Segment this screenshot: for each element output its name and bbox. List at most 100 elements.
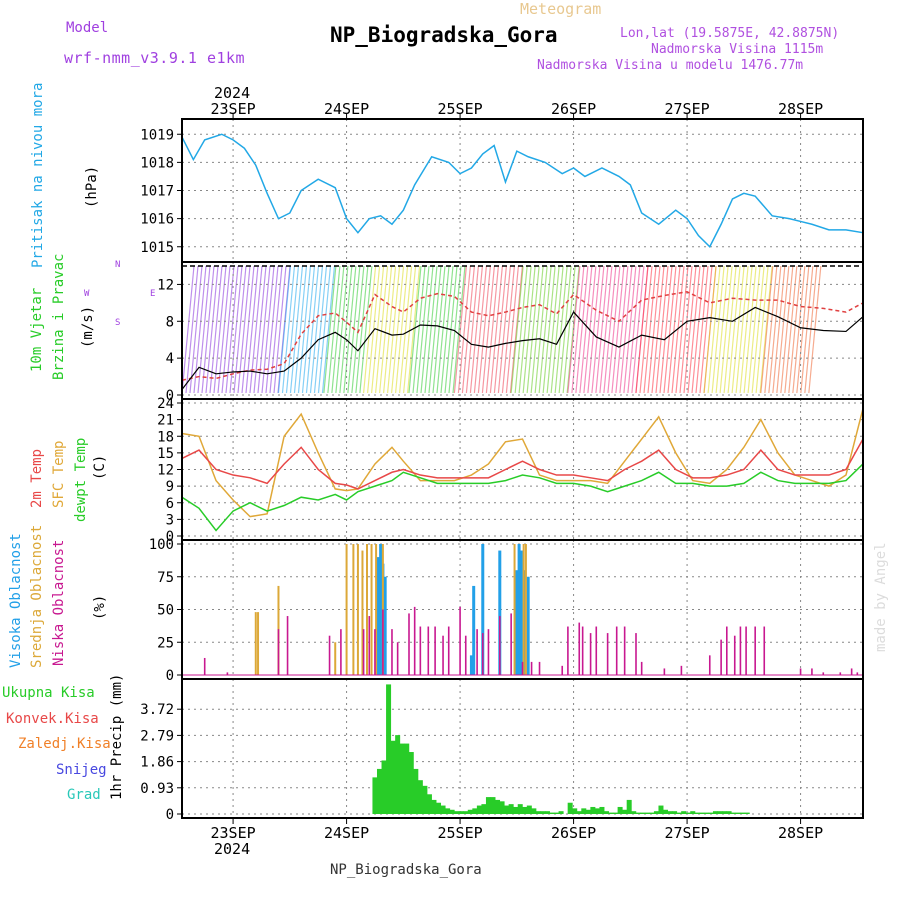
wind-barb-1-322 xyxy=(321,265,336,394)
wind-barb-7-608 xyxy=(607,265,621,394)
cloud-bar-low-6 xyxy=(362,629,365,675)
wind-barb-4-449 xyxy=(448,265,462,394)
sfc-temp-line xyxy=(181,408,864,518)
wind-barb-10-785 xyxy=(784,265,798,394)
wind-barb-8-652 xyxy=(651,265,665,394)
cloud-bar-low-28 xyxy=(538,661,541,675)
cloud-bar-high-12 xyxy=(526,576,530,675)
precip-bar-12 xyxy=(426,794,432,814)
wind-barb-3-400 xyxy=(399,265,413,394)
cloud-bar-mid-10 xyxy=(375,544,378,675)
cloud-bar-low-12 xyxy=(408,613,410,675)
wind-barb-9-716 xyxy=(715,265,729,394)
precip-bar-22 xyxy=(472,808,478,814)
wind-barb-0-214 xyxy=(213,265,227,394)
wind-barb-6-519 xyxy=(518,265,532,394)
cloud-bar-low-46 xyxy=(739,626,742,675)
wind-barb-3-404 xyxy=(403,265,417,394)
wind-barb-4-417 xyxy=(416,265,430,394)
wind-barb-4-429 xyxy=(428,265,442,394)
ytick-label-p2-8: 24 xyxy=(157,396,174,412)
cloud-bar-low-55 xyxy=(856,672,859,675)
cloud-bar-low-50 xyxy=(799,668,802,675)
wind-barb-0-262 xyxy=(261,265,275,394)
temp-label-sfc: SFC Temp xyxy=(51,440,67,508)
wind-barb-1-286 xyxy=(285,265,300,394)
precip-bar-74 xyxy=(708,812,714,814)
cloud-bar-high-0 xyxy=(376,557,380,675)
wind-barb-10-761 xyxy=(760,265,774,394)
precip-bar-32 xyxy=(517,804,523,814)
precip-bar-81 xyxy=(740,812,746,814)
ytick-label-p2-7: 21 xyxy=(157,413,174,429)
precip-bar-52 xyxy=(608,812,614,814)
wind-barb-10-789 xyxy=(788,265,802,394)
cloud-bar-low-53 xyxy=(839,672,842,675)
wind-barb-5-510 xyxy=(509,265,523,394)
ytick-label-p3-4: 100 xyxy=(149,537,174,553)
wind-barb-0-258 xyxy=(257,265,271,394)
wind-barb-5-498 xyxy=(497,265,511,394)
precip-bar-62 xyxy=(653,811,659,814)
precip-bar-5 xyxy=(395,735,401,814)
wind-barb-0-246 xyxy=(245,265,259,394)
xtick-label-top-1: 24SEP xyxy=(324,100,369,118)
wind-barb-10-801 xyxy=(800,265,814,394)
wind-barb-6-551 xyxy=(550,265,564,394)
cloud-bar-low-24 xyxy=(499,616,501,675)
cloud-bar-low-14 xyxy=(419,626,422,675)
wind-barb-0-226 xyxy=(225,265,239,394)
wind-barb-0-218 xyxy=(217,265,231,394)
wind-barb-10-781 xyxy=(780,265,794,394)
wind-barb-0-222 xyxy=(221,265,235,394)
wind-barb-7-592 xyxy=(591,265,605,394)
cloud-bar-low-36 xyxy=(615,626,618,675)
model-elevation: Nadmorska Visina u modelu 1476.77m xyxy=(537,58,804,73)
precip-bar-67 xyxy=(676,812,682,814)
cloud-bar-mid-12 xyxy=(513,544,516,675)
precip-bar-29 xyxy=(504,805,510,814)
precip-bar-48 xyxy=(590,806,596,814)
wind-barb-2-332 xyxy=(331,265,345,394)
cloud-label-high: Visoka Oblacnost xyxy=(8,533,24,668)
cloud-bar-low-20 xyxy=(464,635,467,675)
legend-snow: Snijeg xyxy=(56,762,107,778)
cloud-bar-high-11 xyxy=(523,570,527,675)
precip-bar-59 xyxy=(640,812,646,814)
cloud-bar-low-35 xyxy=(606,633,609,675)
wind-barb-10-797 xyxy=(796,265,810,394)
ytick-label-p0-4: 1019 xyxy=(140,127,174,143)
ytick-label-p3-3: 75 xyxy=(157,570,174,586)
wind-barb-0-198 xyxy=(197,265,211,394)
wind-barb-9-728 xyxy=(727,265,741,394)
wind-barb-1-306 xyxy=(305,265,320,394)
wind-barb-1-302 xyxy=(301,265,316,394)
model-value: wrf-nmm_v3.9.1 e1km xyxy=(64,49,246,67)
cloud-bar-low-39 xyxy=(640,661,643,675)
precip-bar-61 xyxy=(649,812,655,814)
ytick-label-p2-0: 0 xyxy=(166,529,174,545)
wind-barb-5-506 xyxy=(505,265,519,394)
xtick-label-bottom-2: 25SEP xyxy=(437,824,482,842)
wind-label-1: 10m Vjetar xyxy=(29,287,45,372)
cloud-bar-low-22 xyxy=(481,633,484,675)
wind-barb-7-600 xyxy=(599,265,613,394)
cloud-bar-low-54 xyxy=(850,668,853,675)
wind-barb-9-736 xyxy=(735,265,749,394)
ytick-label-p4-2: 1.86 xyxy=(140,755,174,771)
ytick-label-p4-0: 0 xyxy=(166,807,174,823)
ytick-label-p2-1: 3 xyxy=(166,512,174,528)
wind-barb-2-324 xyxy=(323,265,337,394)
precip-bar-57 xyxy=(631,811,637,814)
xtick-label-bottom-3: 26SEP xyxy=(551,824,596,842)
wind-barb-7-604 xyxy=(603,265,617,394)
wind-barb-5-486 xyxy=(485,265,499,394)
wind-barb-3-388 xyxy=(387,265,401,394)
wind-barb-5-466 xyxy=(465,265,479,394)
ytick-label-p4-3: 2.79 xyxy=(140,728,174,744)
wind-barb-2-356 xyxy=(355,265,369,394)
xtick-label-top-4: 27SEP xyxy=(664,100,709,118)
wind-barb-0-270 xyxy=(269,265,283,394)
wind-barb-6-523 xyxy=(522,265,536,394)
